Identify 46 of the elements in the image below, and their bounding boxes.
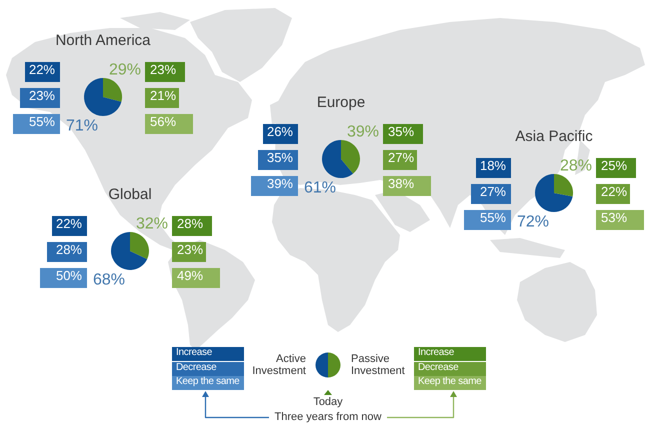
text: Three years from now (274, 411, 382, 425)
data-label: 29% (108, 61, 142, 78)
chart-title: North America (54, 32, 152, 51)
text: Increase (172, 347, 244, 361)
chart-title: Europe (316, 94, 366, 113)
data-label: 49% (172, 268, 220, 288)
data-label: 26% (263, 124, 298, 144)
data-label: 22% (52, 216, 87, 236)
data-label: 50% (40, 268, 87, 288)
data-label: 35% (383, 124, 423, 144)
data-label: 32% (136, 215, 168, 232)
data-label: 68% (92, 271, 126, 288)
text: Keep the same (414, 376, 486, 390)
data-label: 28% (172, 216, 212, 236)
data-label: 71% (66, 117, 98, 134)
data-label: 56% (145, 114, 193, 134)
chart-title: Global (107, 186, 153, 205)
text: Decrease (172, 362, 244, 376)
data-label: 22% (25, 62, 60, 82)
data-label: 23% (145, 62, 185, 82)
data-label: 27% (471, 184, 511, 204)
data-label: 39% (346, 123, 380, 140)
data-label: 35% (258, 150, 298, 170)
data-label: 23% (172, 242, 206, 262)
data-label: 55% (464, 210, 511, 230)
data-label: 28% (47, 242, 87, 262)
data-label: 21% (145, 88, 179, 108)
data-label: 23% (20, 88, 60, 108)
data-label: 38% (383, 176, 431, 196)
text: Active Investment (251, 353, 306, 377)
data-label: 55% (13, 114, 60, 134)
text: Today (312, 396, 344, 410)
data-label: 28% (560, 157, 592, 174)
text: Passive Investment (351, 353, 406, 377)
text: Decrease (414, 362, 486, 376)
text: Keep the same (172, 376, 244, 390)
data-label: 22% (596, 184, 630, 204)
data-label: 18% (476, 158, 511, 178)
data-label: 72% (516, 213, 550, 230)
chart-title: Asia Pacific (514, 128, 594, 147)
data-label: 27% (383, 150, 417, 170)
data-label: 53% (596, 210, 644, 230)
data-label: 61% (304, 179, 336, 196)
text: Increase (414, 347, 486, 361)
data-label: 39% (251, 176, 298, 196)
data-label: 25% (596, 158, 636, 178)
